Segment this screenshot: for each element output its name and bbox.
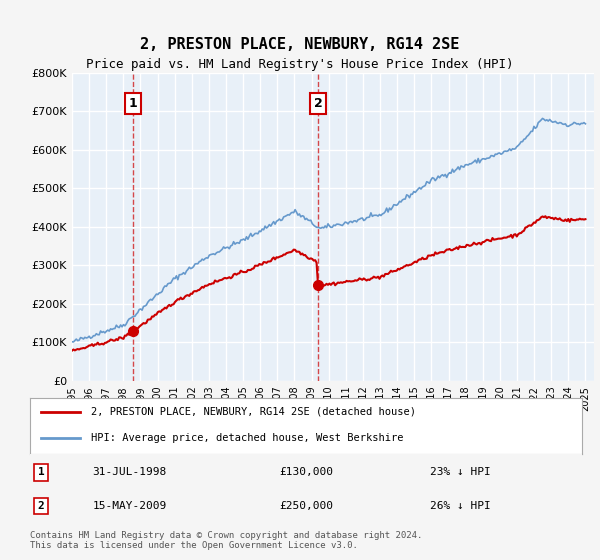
Text: 23% ↓ HPI: 23% ↓ HPI [430,468,491,478]
Text: 1: 1 [38,468,44,478]
Text: Contains HM Land Registry data © Crown copyright and database right 2024.
This d: Contains HM Land Registry data © Crown c… [30,531,422,550]
Text: £250,000: £250,000 [279,501,333,511]
Text: 1: 1 [129,97,137,110]
Text: Price paid vs. HM Land Registry's House Price Index (HPI): Price paid vs. HM Land Registry's House … [86,58,514,71]
Text: 15-MAY-2009: 15-MAY-2009 [92,501,166,511]
Text: 31-JUL-1998: 31-JUL-1998 [92,468,166,478]
Text: 2, PRESTON PLACE, NEWBURY, RG14 2SE: 2, PRESTON PLACE, NEWBURY, RG14 2SE [140,38,460,52]
Text: £130,000: £130,000 [279,468,333,478]
Text: HPI: Average price, detached house, West Berkshire: HPI: Average price, detached house, West… [91,433,403,443]
Text: 2: 2 [38,501,44,511]
Text: 2, PRESTON PLACE, NEWBURY, RG14 2SE (detached house): 2, PRESTON PLACE, NEWBURY, RG14 2SE (det… [91,407,416,417]
Text: 2: 2 [314,97,322,110]
Text: 26% ↓ HPI: 26% ↓ HPI [430,501,491,511]
